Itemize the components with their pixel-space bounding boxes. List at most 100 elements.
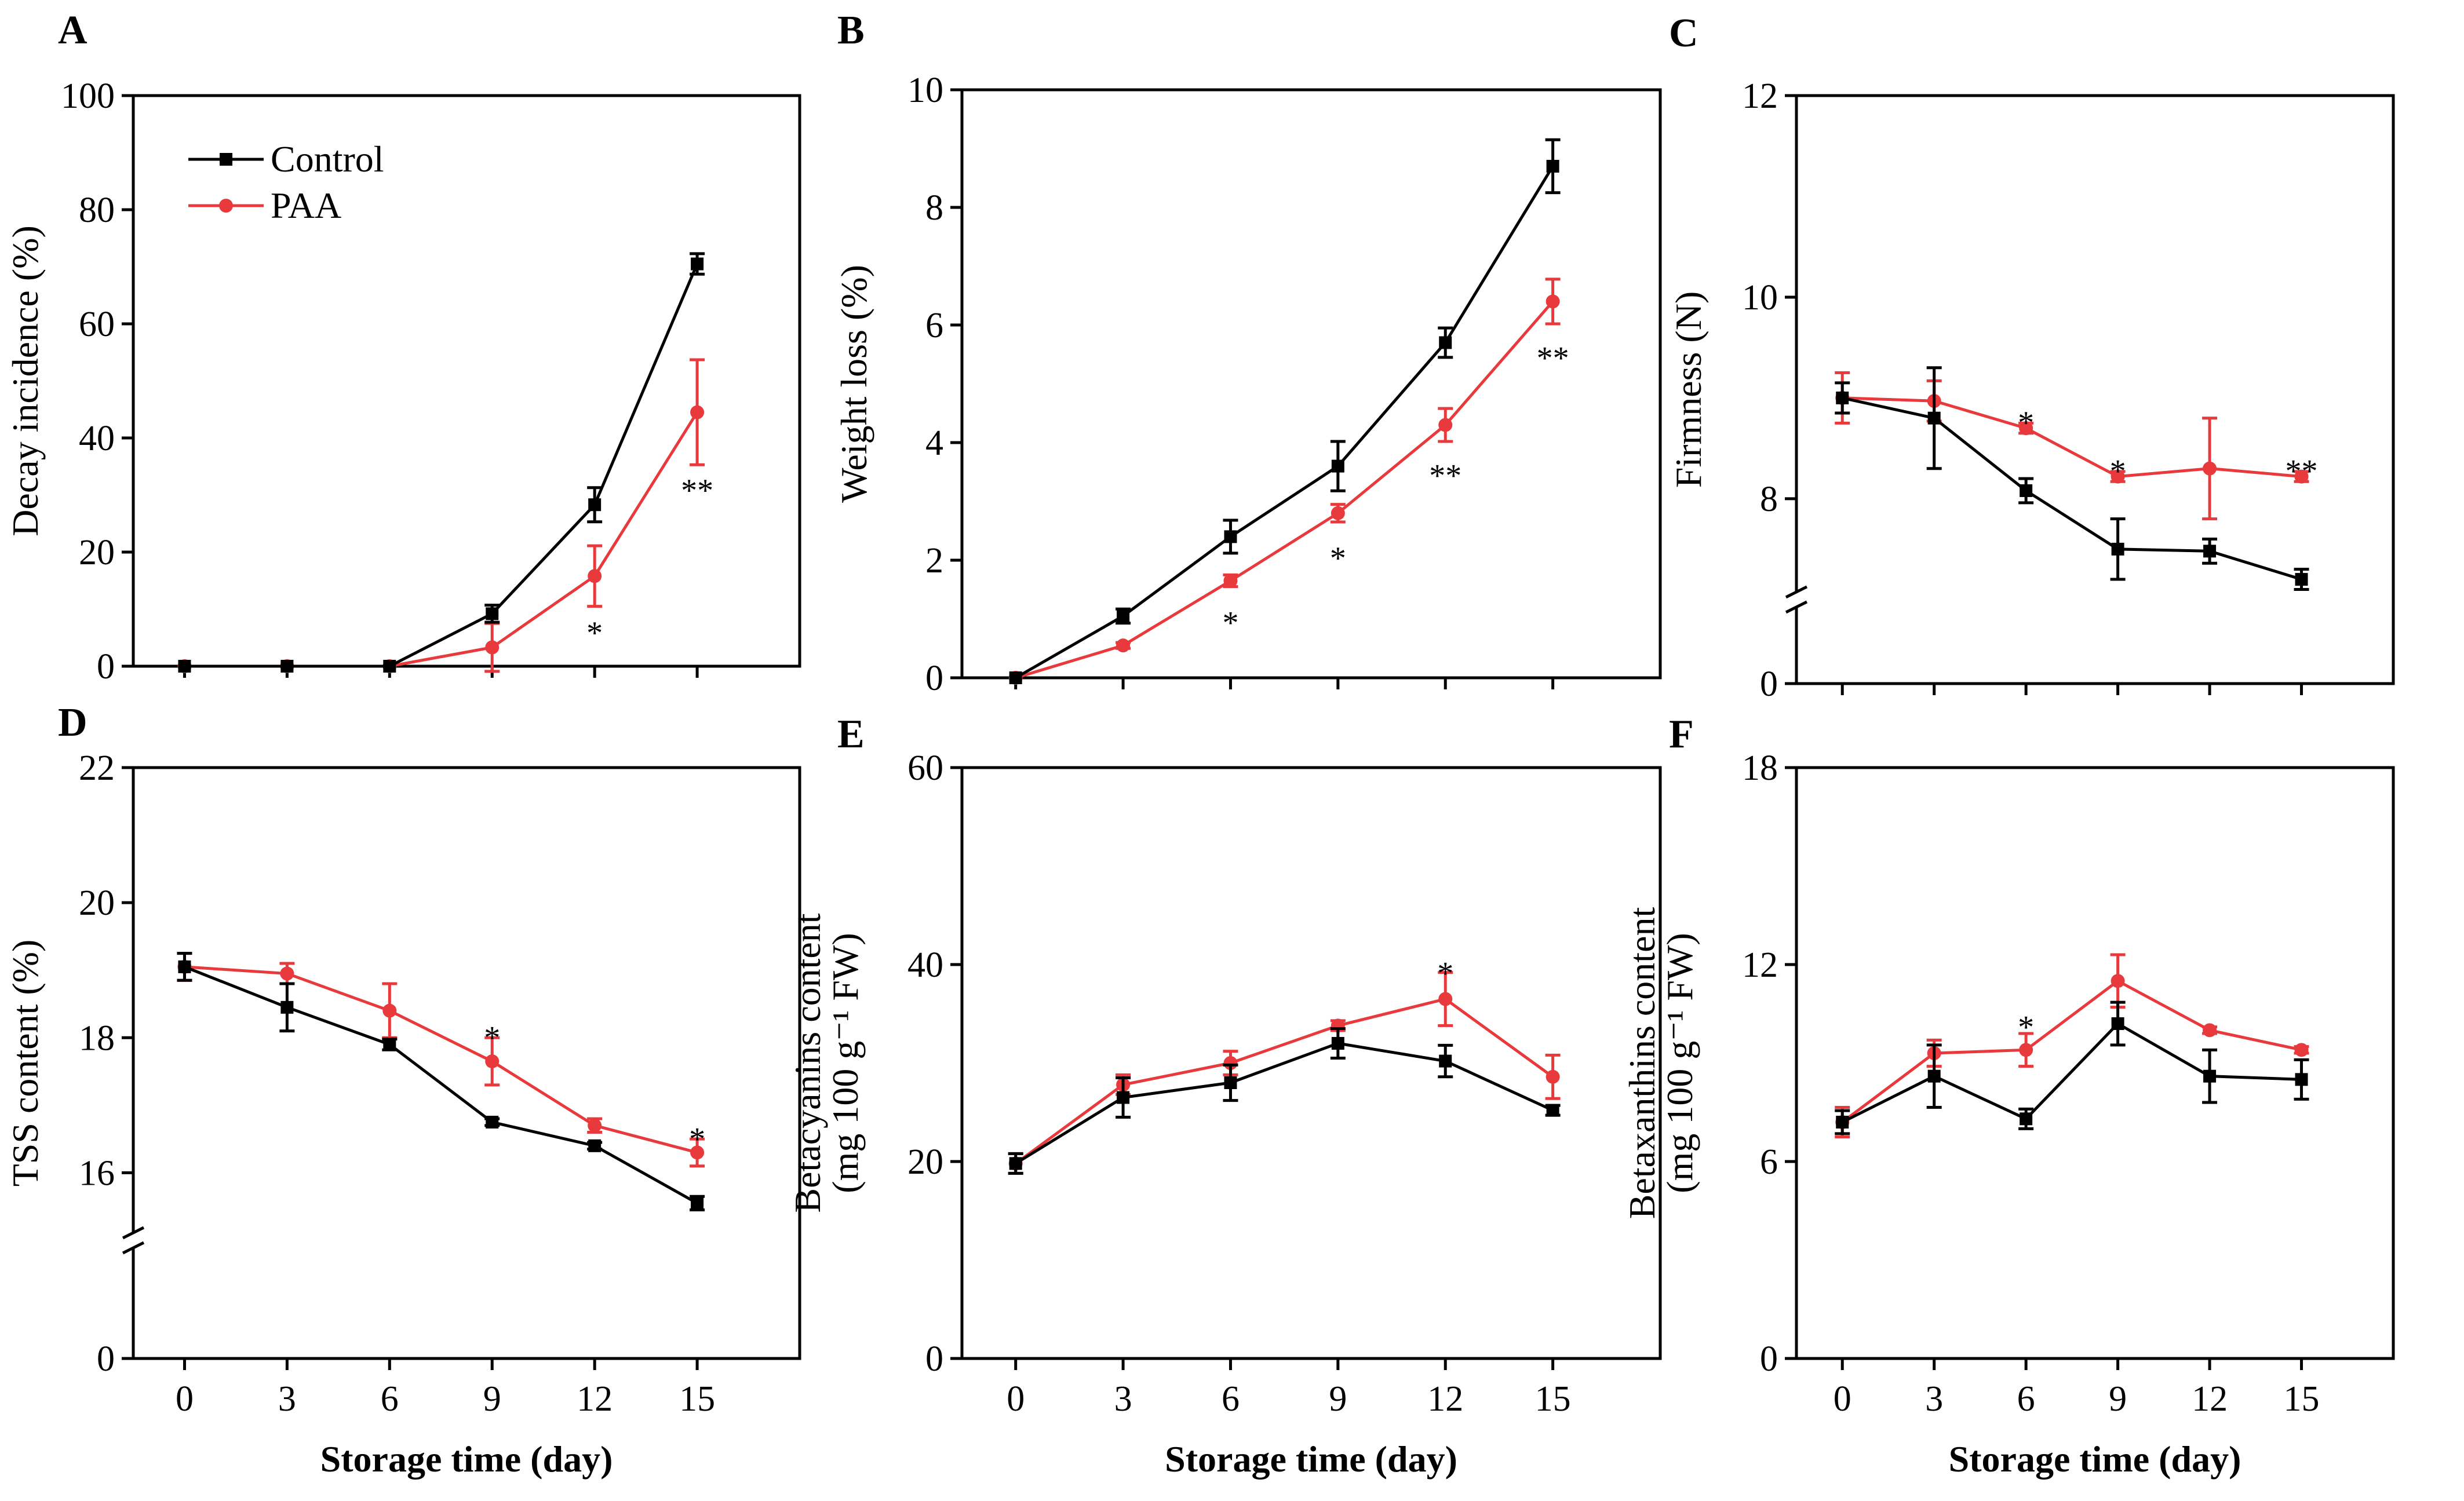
x-tick-label: 0: [176, 1379, 194, 1419]
data-point: [1331, 459, 1344, 473]
y-tick-label: 18: [79, 1018, 115, 1058]
significance-mark: *: [689, 1121, 705, 1157]
data-point: [2294, 469, 2309, 484]
series-line: [1015, 165, 1554, 680]
data-point: [2111, 469, 2125, 484]
panel-D: 0 16 18 20 22 0 3 6 9 12 15 Storage time (day) TSS c…: [5, 700, 801, 1480]
data-point: [2203, 461, 2217, 476]
y-tick-label: 20: [79, 883, 115, 923]
axis-break-mark: [122, 1241, 145, 1255]
data-point: [382, 1003, 397, 1018]
data-point: [2295, 573, 2308, 586]
y-tick-label: 12: [1742, 76, 1778, 116]
panel-letter: D: [58, 700, 88, 745]
series-line: [1842, 1021, 2302, 1124]
significance-mark: *: [484, 1020, 500, 1056]
y-tick-label: 8: [1760, 480, 1778, 519]
y-tick-label: 2: [925, 541, 943, 580]
y-axis-unit: (mg 100 g⁻¹ FW): [1659, 933, 1700, 1193]
y-axis-title: Firmness (N): [1668, 291, 1709, 488]
data-point: [1927, 411, 1941, 425]
x-tick-label: 15: [1535, 1379, 1571, 1419]
data-point: [1546, 159, 1559, 173]
y-axis-unit: (mg 100 g⁻¹ FW): [825, 933, 866, 1193]
x-tick-label: 15: [2284, 1379, 2320, 1419]
series-control: [1835, 1000, 2309, 1135]
data-point: [1009, 671, 1022, 684]
y-tick-label: 0: [1760, 1339, 1778, 1379]
data-point: [1438, 418, 1453, 432]
y-tick-label: 0: [97, 647, 115, 686]
legend-label-control: Control: [271, 138, 384, 180]
y-tick-label: 0: [925, 659, 943, 698]
series-line: [1015, 1042, 1554, 1165]
data-point: [280, 966, 294, 981]
y-tick-label: 16: [79, 1153, 115, 1193]
data-point: [486, 607, 499, 620]
series-paa: [177, 952, 705, 1168]
significance-mark: *: [1330, 540, 1346, 576]
significance-mark: *: [2018, 405, 2034, 441]
y-axis-title: Betaxanthins content: [1621, 907, 1663, 1219]
x-tick-label: 6: [381, 1379, 399, 1419]
significance-mark: **: [2286, 454, 2318, 490]
data-point: [691, 257, 704, 271]
data-point: [1223, 574, 1238, 588]
x-axis-title: Storage time (day): [1165, 1438, 1457, 1480]
y-axis-title: TSS content (%): [5, 940, 46, 1187]
axis-break-mark: [1785, 600, 1808, 614]
data-point: [588, 569, 602, 583]
data-point: [1836, 1116, 1849, 1129]
data-point: [486, 1116, 499, 1129]
series-paa: [1835, 953, 2309, 1138]
x-axis-title: Storage time (day): [320, 1438, 613, 1480]
data-point: [1546, 1104, 1559, 1117]
significance-mark: *: [2110, 454, 2126, 490]
data-point: [383, 1038, 396, 1051]
y-axis-title: Decay incidence (%): [5, 225, 46, 536]
panel-letter: C: [1669, 11, 1698, 56]
y-tick-label: 20: [79, 533, 115, 572]
x-tick-label: 3: [1114, 1379, 1132, 1419]
series-paa: [1835, 371, 2309, 521]
x-tick-label: 3: [278, 1379, 296, 1419]
x-tick-label: 9: [483, 1379, 501, 1419]
data-point: [2203, 545, 2217, 558]
plot-frame: [960, 88, 1662, 680]
series-control: [1009, 138, 1561, 684]
y-tick-label: 80: [79, 191, 115, 230]
y-tick-label: 20: [907, 1142, 943, 1182]
x-tick-label: 12: [577, 1379, 613, 1419]
data-point: [1331, 1037, 1344, 1050]
series-line: [184, 965, 698, 1154]
significance-mark: *: [1437, 955, 1453, 991]
data-point: [1439, 336, 1452, 349]
axis-break-mark: [1785, 585, 1808, 599]
y-tick-label: 4: [925, 423, 943, 463]
data-point: [2019, 421, 2033, 436]
y-tick-label: 6: [925, 306, 943, 345]
series-line: [1015, 997, 1554, 1165]
x-tick-label: 0: [1007, 1379, 1025, 1419]
data-point: [485, 640, 500, 655]
y-tick-label: 0: [1760, 664, 1778, 704]
legend-label-paa: PAA: [271, 185, 341, 226]
axis-break-mark: [122, 1226, 145, 1240]
y-tick-label: 100: [61, 76, 115, 116]
y-axis-title: Weight loss (%): [833, 265, 874, 503]
data-point: [2111, 542, 2124, 556]
data-point: [1438, 992, 1453, 1006]
data-point: [280, 1000, 294, 1014]
significance-mark: *: [1222, 605, 1238, 641]
y-axis-title: Betacyanins content: [787, 913, 828, 1213]
x-tick-label: 9: [1329, 1379, 1347, 1419]
x-axis-title: Storage time (day): [1949, 1438, 2241, 1480]
data-point: [178, 660, 191, 673]
x-tick-label: 15: [679, 1379, 715, 1419]
y-tick-label: 0: [97, 1339, 115, 1379]
data-point: [2295, 1073, 2308, 1086]
x-tick-label: 12: [2192, 1379, 2228, 1419]
